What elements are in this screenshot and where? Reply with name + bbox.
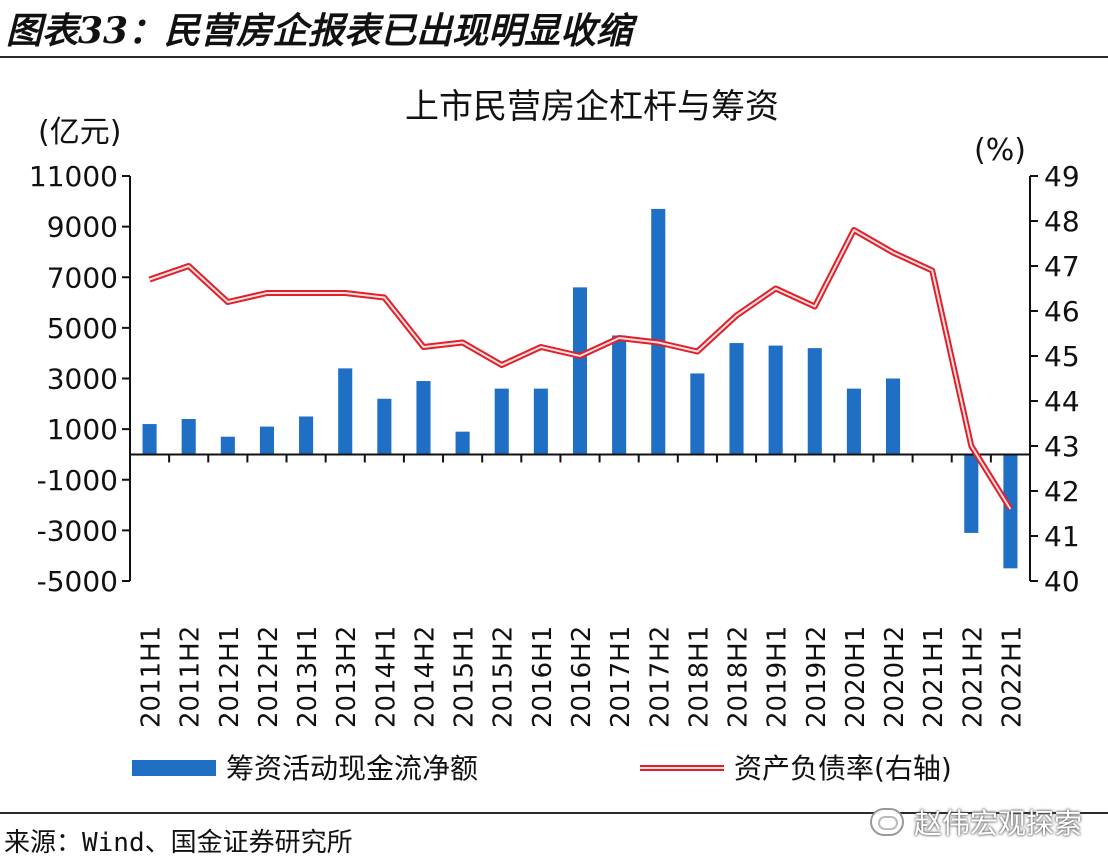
bar: [690, 373, 705, 455]
right-tick-label: 47: [1044, 250, 1080, 283]
category-label: 2017H2: [645, 626, 675, 728]
right-tick-label: 43: [1044, 430, 1080, 463]
right-tick-label: 46: [1044, 295, 1080, 328]
category-label: 2016H1: [528, 626, 558, 728]
watermark: 赵伟宏观探索: [869, 800, 1082, 844]
category-label: 2016H2: [567, 626, 597, 728]
category-label: 2014H1: [371, 626, 401, 728]
bar: [612, 335, 627, 455]
right-axis-unit: (%): [974, 133, 1026, 168]
category-label: 2019H2: [802, 626, 832, 728]
category-label: 2018H2: [724, 626, 754, 728]
category-label: 2013H2: [332, 626, 362, 728]
category-label: 2020H1: [841, 626, 871, 728]
right-tick-label: 42: [1044, 475, 1080, 508]
left-tick-label: 11000: [29, 160, 118, 193]
bar: [142, 424, 157, 455]
left-tick-label: 7000: [47, 261, 118, 294]
left-tick-label: 9000: [47, 211, 118, 244]
top-rule: [0, 56, 1108, 58]
right-tick-label: 49: [1044, 160, 1080, 193]
watermark-text: 赵伟宏观探索: [913, 807, 1082, 840]
category-label: 2015H1: [450, 626, 480, 728]
legend-bar-label: 筹资活动现金流净额: [226, 752, 478, 785]
category-label: 2019H1: [763, 626, 793, 728]
right-tick-label: 44: [1044, 385, 1080, 418]
category-label: 2021H2: [958, 626, 988, 728]
left-tick-label: 1000: [47, 413, 118, 446]
bar: [533, 388, 548, 455]
category-label: 2011H1: [137, 626, 167, 728]
bar: [416, 381, 431, 455]
bar: [181, 419, 196, 455]
right-tick-label: 40: [1044, 565, 1080, 598]
bar: [807, 348, 822, 455]
left-tick-label: 5000: [47, 312, 118, 345]
category-label: 2020H2: [880, 626, 910, 728]
category-label: 2013H1: [293, 626, 323, 728]
legend-bar-swatch: [132, 760, 216, 776]
right-tick-label: 45: [1044, 340, 1080, 373]
bottom-rule: [0, 812, 1108, 814]
category-label: 2015H2: [489, 626, 519, 728]
bar: [299, 416, 314, 455]
left-tick-label: 3000: [47, 363, 118, 396]
figure-title: 图表33：民营房企报表已出现明显收缩: [6, 10, 633, 52]
category-label: 2021H1: [919, 626, 949, 728]
bar: [494, 388, 509, 455]
category-label: 2018H1: [684, 626, 714, 728]
bar: [338, 368, 353, 455]
bar: [729, 343, 744, 455]
bar: [886, 378, 901, 455]
category-label: 2014H2: [410, 626, 440, 728]
left-tick-label: -1000: [37, 464, 118, 497]
bar: [455, 431, 470, 455]
category-label: 2012H1: [215, 626, 245, 728]
bar: [964, 454, 979, 533]
wechat-icon: [869, 808, 904, 836]
category-label: 2011H2: [176, 626, 206, 728]
bar: [377, 398, 392, 455]
bar: [1003, 454, 1018, 569]
bar: [651, 208, 666, 455]
bar: [259, 426, 274, 455]
category-label: 2012H2: [254, 626, 284, 728]
category-label: 2022H1: [997, 626, 1027, 728]
debt-ratio-line-highlight: [149, 229, 1012, 510]
left-tick-label: -3000: [37, 514, 118, 547]
chart-title: 上市民营房企杠杆与筹资: [405, 87, 779, 127]
right-tick-label: 41: [1044, 520, 1080, 553]
left-tick-label: -5000: [37, 565, 118, 598]
left-axis-unit: (亿元): [38, 115, 121, 150]
bar: [846, 388, 861, 455]
legend-line-label: 资产负债率(右轴): [734, 752, 952, 785]
bar: [768, 345, 783, 455]
right-tick-label: 48: [1044, 205, 1080, 238]
chart: 上市民营房企杠杆与筹资 (亿元) (%) -5000 -3000 -1000 1000 300…: [29, 87, 1080, 785]
bar: [572, 287, 588, 455]
source-note: 来源：Wind、国金证券研究所: [4, 828, 353, 858]
category-label: 2017H1: [606, 626, 636, 728]
bar: [220, 436, 235, 455]
